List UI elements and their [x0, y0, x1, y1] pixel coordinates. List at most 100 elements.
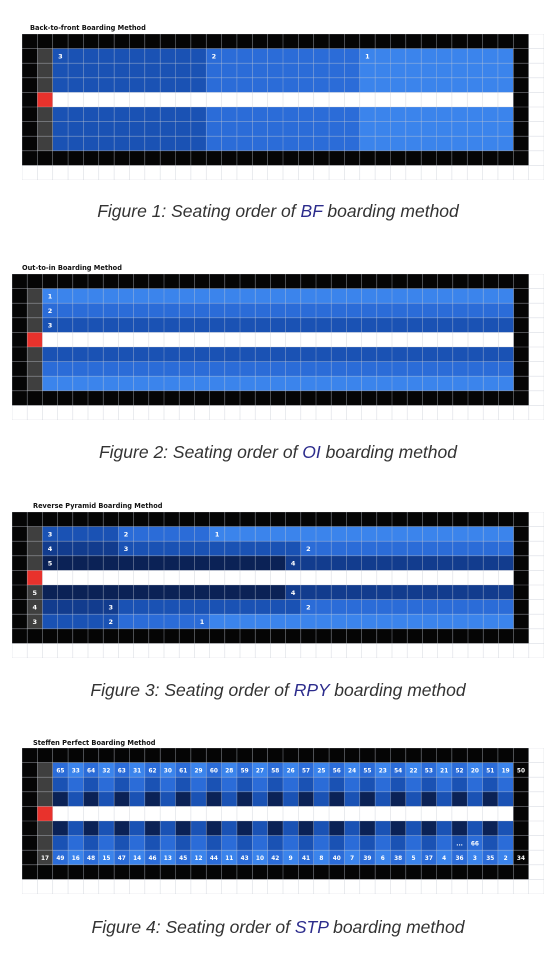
grid-cell: [451, 136, 468, 151]
grid-cell: [133, 303, 149, 318]
grid-cell: [22, 850, 38, 865]
grid-cell: [133, 317, 149, 333]
grid-cell: [483, 274, 499, 289]
grid-cell: [88, 361, 104, 377]
panel-title-bf: Back-to-front Boarding Method: [30, 24, 146, 32]
grid-cell: [344, 835, 360, 851]
grid-cell: [175, 107, 191, 122]
grid-cell: [206, 748, 222, 763]
grid-cell: [221, 864, 237, 880]
grid-cell: [72, 512, 88, 527]
grid-cell: [114, 107, 130, 122]
grid-cell: [221, 806, 237, 821]
grid-cell: [144, 806, 161, 821]
grid-cell: [206, 107, 222, 122]
grid-cell: [148, 541, 164, 556]
grid-cell: [285, 361, 301, 377]
grid-cell: [331, 361, 347, 377]
grid-cell: [452, 376, 468, 391]
grid-cell: [252, 864, 268, 880]
grid-cell: [68, 864, 84, 880]
grid-cell: [329, 34, 345, 49]
grid-cell: [468, 317, 484, 333]
grid-cell: [451, 806, 468, 821]
grid-cell: [497, 121, 514, 137]
grid-cell: [344, 63, 360, 78]
grid-cell: [194, 555, 210, 571]
grid-cell: [298, 850, 314, 865]
grid-cell: [467, 791, 483, 807]
grid-cell: [224, 526, 240, 542]
grid-cell: [236, 762, 253, 778]
grid-cell: [361, 288, 377, 304]
grid-cell: [190, 791, 207, 807]
grid-cell: [98, 748, 115, 763]
grid-cell: [236, 748, 253, 763]
grid-cell: [513, 835, 529, 851]
grid-cell: [12, 303, 28, 318]
grid-cell: [37, 136, 53, 151]
grid-cell: [22, 806, 38, 821]
door-cell: [37, 806, 53, 821]
caption-text-end: boarding method: [320, 442, 457, 462]
grid-cell: [240, 303, 256, 318]
grid-cell: [68, 762, 84, 778]
grid-cell: [129, 762, 145, 778]
grid-cell: [12, 599, 28, 615]
grid-cell: [206, 150, 222, 166]
grid-cell: [114, 77, 130, 93]
grid-cell: [42, 570, 58, 585]
grid-cell: [129, 835, 145, 851]
grid-cell: [405, 92, 422, 107]
grid-cell: [467, 835, 483, 851]
grid-cell: [331, 614, 347, 629]
seat-label: 24: [348, 769, 356, 775]
grid-cell: [144, 92, 161, 107]
grid-cell: [175, 77, 191, 93]
grid-cell: [300, 303, 316, 318]
grid-cell: [359, 835, 376, 851]
grid-cell: [513, 570, 529, 585]
seat-label: 51: [486, 769, 494, 775]
seat-label: 10: [256, 856, 264, 862]
grid-cell: [283, 77, 299, 93]
grid-cell: [68, 77, 84, 93]
grid-cell: [37, 48, 53, 64]
grid-cell: [175, 762, 191, 778]
grid-cell: [175, 48, 191, 64]
grid-cell: [344, 748, 360, 763]
grid-cell: [468, 614, 484, 629]
grid-cell: [52, 791, 69, 807]
grid-cell: [224, 614, 240, 629]
grid-cell: [407, 555, 423, 571]
grid-cell: [148, 555, 164, 571]
grid-cell: [346, 274, 362, 289]
grid-cell: [361, 585, 377, 600]
grid-cell: [133, 347, 149, 362]
grid-cell: [390, 777, 406, 792]
grid-cell: [103, 599, 119, 615]
grid-cell: [255, 541, 271, 556]
grid-cell: [57, 274, 73, 289]
grid-cell: [98, 821, 115, 836]
panel-title-oi: Out-to-in Boarding Method: [22, 264, 122, 272]
grid-cell: [129, 821, 145, 836]
grid-cell: [118, 347, 134, 362]
grid-cell: [483, 512, 499, 527]
grid-cell: [316, 541, 332, 556]
grid-cell: [194, 512, 210, 527]
grid-cell: [359, 48, 376, 64]
grid-cell: [224, 274, 240, 289]
grid-cell: [209, 376, 225, 391]
grid-cell: [497, 63, 514, 78]
grid-cell: [451, 762, 468, 778]
grid-cell: [316, 288, 332, 304]
grid-cell: [175, 791, 191, 807]
grid-cell: [236, 107, 253, 122]
grid-cell: [437, 614, 453, 629]
grid-cell: [437, 541, 453, 556]
grid-cell: [344, 864, 360, 880]
grid-cell: [422, 541, 438, 556]
grid-cell: [468, 288, 484, 304]
grid-cell: [98, 107, 115, 122]
